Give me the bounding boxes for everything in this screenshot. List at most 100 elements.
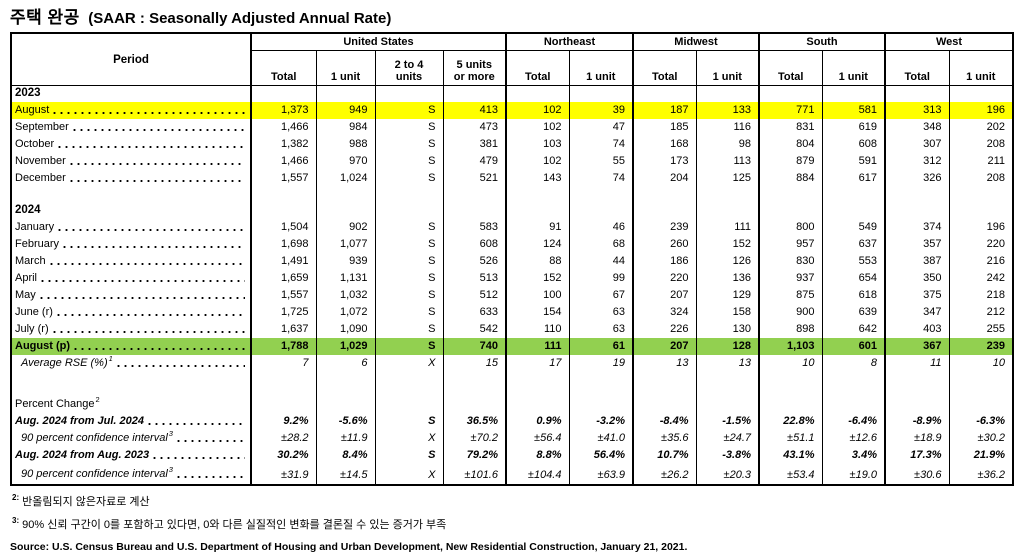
cell-value: ±63.9 [568, 463, 633, 485]
row-november: November 1,466 970 S 479 102 55 173 113 879 591 312… [11, 152, 1013, 170]
cell-value: 1,131 [315, 269, 375, 287]
group-header-united-states: United States [250, 33, 506, 51]
cell-empty [374, 395, 443, 413]
row-june-r: June (r) 1,725 1,072 S 633 154 63 324 158 900 639 3… [11, 303, 1013, 321]
cell-value: 988 [315, 135, 375, 153]
footnote-2: 2: 반올림되지 않은자료로 계산 [12, 493, 1024, 509]
row-2023: 2023 [11, 85, 1013, 102]
cell-value: 8.4% [315, 446, 375, 464]
cell-value: ±104.4 [505, 463, 569, 485]
cell-empty [568, 395, 633, 413]
cell-value: 639 [821, 303, 885, 321]
cell-value: 937 [758, 269, 822, 287]
dot-leader [37, 290, 245, 300]
cell-empty [884, 186, 949, 203]
cell-value: 949 [315, 101, 375, 119]
dot-leader [51, 105, 245, 115]
dot-leader [146, 416, 245, 426]
row-label-text: 90 percent confidence interval3 [21, 429, 173, 444]
cell-value: 6 [315, 354, 375, 372]
column-header-south-total: Total [758, 50, 822, 86]
cell-value: 1,024 [315, 169, 375, 187]
cell-empty [821, 186, 885, 203]
cell-empty [948, 371, 1013, 396]
cell-value: 898 [758, 320, 822, 338]
cell-value: 1,725 [250, 303, 316, 321]
spacer-row [11, 371, 1013, 396]
row-label: December [11, 170, 251, 187]
cell-empty [948, 85, 1013, 102]
row-average-rse: Average RSE (%)1 7 6 X 15 17 19 13 13 10 8 11 10 [11, 354, 1013, 372]
cell-empty [505, 186, 569, 203]
cell-value: -8.4% [632, 412, 696, 430]
cell-value: ±56.4 [505, 429, 569, 447]
page-title-korean: 주택 완공 [10, 8, 80, 27]
cell-value: 226 [632, 320, 696, 338]
footnote-3-text: 90% 신뢰 구간이 0를 포함하고 있다면, 0와 다른 실질적인 변화를 결… [22, 518, 447, 531]
cell-empty [632, 371, 696, 396]
cell-empty [884, 85, 949, 102]
row-march: March 1,491 939 S 526 88 44 186 126 830 553 387 216 [11, 252, 1013, 270]
row-september: September 1,466 984 S 473 102 47 185 116 831 619 34… [11, 118, 1013, 136]
source-line: Source: U.S. Census Bureau and U.S. Depa… [10, 540, 688, 552]
row-label: July (r) [11, 321, 251, 338]
cell-value: 63 [568, 303, 633, 321]
cell-value: 56.4% [568, 446, 633, 464]
footnote-3-marker: 3: [12, 515, 20, 525]
column-header-west-1-unit: 1 unit [948, 50, 1013, 86]
cell-value: ±36.2 [948, 463, 1013, 485]
cell-empty [695, 395, 759, 413]
housing-completions-table: Period United States Northeast Midwest South… [10, 32, 1014, 486]
cell-value: ±31.9 [250, 463, 316, 485]
cell-value: 110 [505, 320, 569, 338]
row-label: March [11, 253, 251, 270]
cell-value: ±70.2 [442, 429, 506, 447]
cell-value: 902 [315, 218, 375, 236]
cell-value: 9.2% [250, 412, 316, 430]
cell-value: 133 [695, 101, 759, 119]
cell-empty [505, 371, 569, 396]
cell-value: 617 [821, 169, 885, 187]
cell-value: 124 [505, 235, 569, 253]
cell-value: 17.3% [884, 446, 949, 464]
cell-value: -8.9% [884, 412, 949, 430]
cell-empty [821, 395, 885, 413]
cell-value: 608 [442, 235, 506, 253]
cell-value: 207 [632, 286, 696, 304]
cell-value: 111 [695, 218, 759, 236]
cell-value: 307 [884, 135, 949, 153]
row-label-text: November [15, 154, 66, 167]
cell-value: 350 [884, 269, 949, 287]
cell-value: 3.4% [821, 446, 885, 464]
cell-empty [695, 202, 759, 219]
cell-value: -6.4% [821, 412, 885, 430]
footnote-2-marker: 2: [12, 492, 20, 502]
cell-value: 102 [505, 101, 569, 119]
cell-value: 1,072 [315, 303, 375, 321]
cell-value: 479 [442, 152, 506, 170]
cell-empty [442, 202, 506, 219]
dot-leader [39, 273, 245, 283]
cell-value: 17 [505, 354, 569, 372]
cell-value: 1,466 [250, 118, 316, 136]
cell-value: 1,090 [315, 320, 375, 338]
row-label-text: 2023 [15, 87, 41, 100]
group-header-northeast: Northeast [505, 33, 633, 51]
cell-empty [442, 85, 506, 102]
cell-value: 473 [442, 118, 506, 136]
cell-value: 619 [821, 118, 885, 136]
cell-value: 196 [948, 101, 1013, 119]
cell-value: 152 [695, 235, 759, 253]
cell-value: 46 [568, 218, 633, 236]
cell-empty [948, 202, 1013, 219]
cell-value: 8 [821, 354, 885, 372]
cell-value: S [374, 135, 443, 153]
cell-value: 771 [758, 101, 822, 119]
cell-value: S [374, 337, 443, 355]
cell-empty [250, 371, 316, 396]
cell-value: 30.2% [250, 446, 316, 464]
row-label: Percent Change2 [11, 396, 251, 413]
cell-value: 512 [442, 286, 506, 304]
cell-value: 8.8% [505, 446, 569, 464]
spacer-cell [11, 372, 251, 396]
